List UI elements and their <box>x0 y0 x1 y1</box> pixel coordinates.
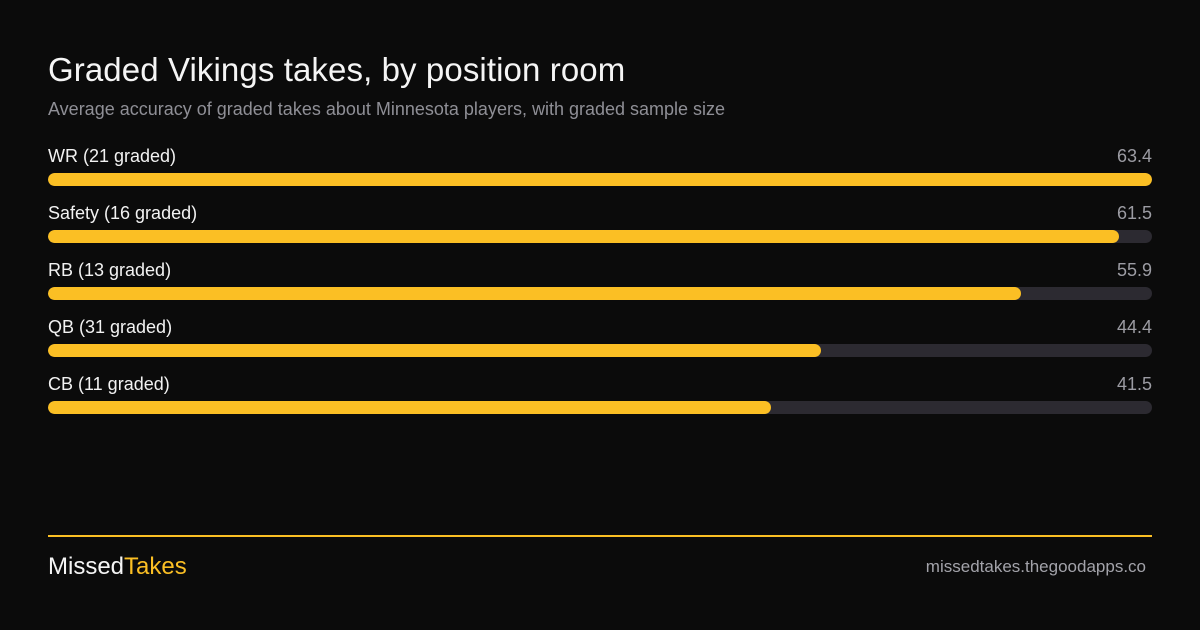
footer-divider <box>48 535 1152 537</box>
bar-label: Safety (16 graded) <box>48 203 198 223</box>
bar-track <box>48 401 1152 414</box>
brand-logo: MissedTakes <box>48 553 187 581</box>
bar-value-label: 63.4 <box>1116 146 1152 166</box>
bar-fill <box>48 173 1152 186</box>
bar-value-label: 55.9 <box>1116 260 1152 280</box>
bar-fill <box>48 230 1119 243</box>
bar-label: CB (11 graded) <box>48 374 170 394</box>
chart-subtitle: Average accuracy of graded takes about M… <box>48 99 726 119</box>
bar-track <box>48 173 1152 186</box>
bar-label: RB (13 graded) <box>48 260 172 280</box>
bar-track <box>48 287 1152 300</box>
chart-title: Graded Vikings takes, by position room <box>48 51 626 88</box>
bar-row: WR (21 graded) 63.4 <box>48 144 1152 201</box>
bar-row: QB (31 graded) 44.4 <box>48 315 1152 372</box>
bar-fill <box>48 344 822 357</box>
bar-label: WR (21 graded) <box>48 146 177 166</box>
bar-fill <box>48 287 1022 300</box>
bar-chart: WR (21 graded) 63.4 Safety (16 graded) 61.5… <box>48 144 1152 429</box>
bar-fill <box>48 401 771 414</box>
bar-row: CB (11 graded) 41.5 <box>48 372 1152 429</box>
bar-row: RB (13 graded) 55.9 <box>48 258 1152 315</box>
brand-logo-part1: Missed <box>48 553 125 580</box>
bar-value-label: 61.5 <box>1116 203 1152 223</box>
bar-track <box>48 230 1152 243</box>
bar-label: QB (31 graded) <box>48 317 173 337</box>
bar-track <box>48 344 1152 357</box>
bar-value-label: 44.4 <box>1116 317 1152 337</box>
brand-logo-part2: Takes <box>124 553 187 580</box>
bar-row: Safety (16 graded) 61.5 <box>48 201 1152 258</box>
site-url: missedtakes.thegoodapps.co <box>925 557 1146 576</box>
bar-value-label: 41.5 <box>1116 374 1152 394</box>
